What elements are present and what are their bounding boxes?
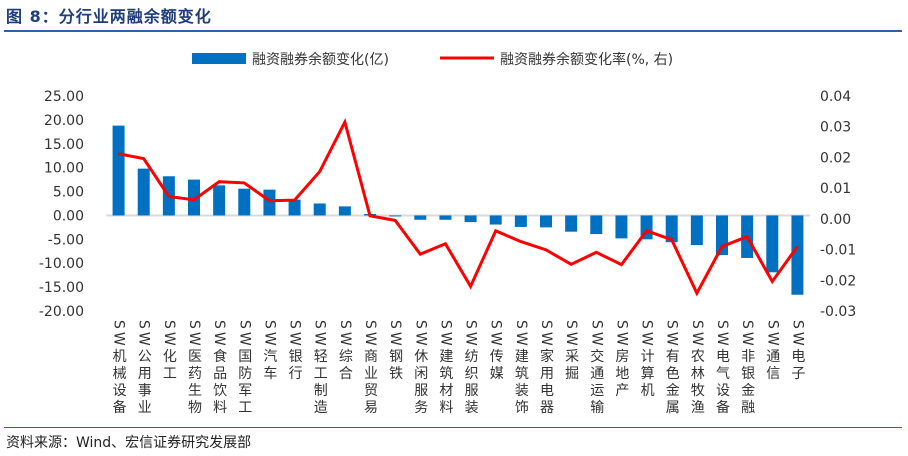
left-tick-label: 5.00: [53, 185, 84, 201]
x-tick-label: SW非银金融: [739, 320, 755, 417]
bar: [213, 185, 226, 216]
bar: [690, 215, 703, 246]
source-note: 资料来源：Wind、宏信证券研究发展部: [6, 435, 252, 451]
footer-divider: [4, 427, 902, 428]
x-tick-label: SW轻工制造: [312, 320, 328, 417]
legend-bar-swatch: [192, 53, 246, 64]
right-tick-label: -0.01: [820, 243, 856, 259]
bar: [766, 215, 779, 273]
bar: [414, 215, 427, 220]
x-tick-label: SW汽车: [261, 320, 277, 383]
line-series: [118, 117, 799, 297]
left-tick-label: -15.00: [39, 280, 84, 296]
left-tick-label: -20.00: [39, 304, 84, 320]
bar: [665, 215, 678, 243]
right-tick-label: -0.02: [820, 273, 856, 289]
x-tick-label: SW化工: [161, 320, 177, 383]
left-tick-label: -5.00: [48, 232, 84, 248]
right-tick-label: -0.03: [820, 304, 856, 320]
bar: [112, 125, 125, 216]
right-tick-label: 0.01: [820, 181, 851, 197]
bar: [464, 215, 477, 223]
left-tick-label: 20.00: [44, 113, 84, 129]
x-tick-label: SW机械设备: [111, 320, 127, 417]
legend-line-label: 融资融券余额变化率(%, 右): [500, 51, 673, 68]
bar: [338, 206, 351, 216]
x-tick-label: SW食品饮料: [211, 320, 227, 417]
x-tick-label: SW建筑材料: [437, 320, 453, 417]
bar: [263, 189, 276, 216]
right-tick-label: 0.03: [820, 120, 851, 136]
x-tick-label: SW通信: [764, 320, 780, 383]
bar: [791, 215, 804, 295]
x-tick-label: SW纺织服装: [463, 320, 479, 417]
bar: [439, 215, 452, 220]
left-tick-label: 0.00: [53, 208, 84, 224]
bar: [615, 215, 628, 239]
bar: [188, 179, 200, 216]
x-tick-label: SW商业贸易: [362, 320, 378, 417]
left-tick-label: 25.00: [44, 89, 84, 105]
x-tick-label: SW休闲服务: [412, 320, 428, 417]
x-tick-label: SW计算机: [639, 320, 655, 400]
bar: [313, 203, 326, 216]
chart: 25.00 20.00 15.00 10.00 5.00 0.00 -5.00 -10.00 -…: [39, 51, 856, 417]
bar: [590, 215, 603, 235]
x-tick-label: SW钢铁: [387, 320, 403, 383]
x-tick-label: SW国防军工: [236, 320, 252, 417]
left-tick-label: -10.00: [39, 256, 84, 272]
right-tick-label: 0.02: [820, 150, 851, 166]
title-divider: [4, 30, 902, 32]
x-tick-label: SW农林牧渔: [689, 320, 705, 417]
x-tick-label: SW电气设备: [714, 320, 730, 417]
x-tick-label: SW电子: [789, 320, 805, 383]
bar: [540, 215, 552, 228]
bar: [565, 215, 578, 232]
x-tick-label: SW综合: [337, 320, 353, 383]
bar: [137, 168, 150, 216]
bar: [514, 215, 527, 227]
bar: [389, 215, 402, 217]
bar: [288, 199, 301, 216]
x-tick-label: SW医药生物: [186, 320, 202, 417]
x-tick-label: SW公用事业: [136, 320, 152, 417]
x-tick-label: SW房地产: [613, 320, 629, 400]
x-tick-label: SW采掘: [563, 320, 579, 383]
x-tick-label: SW有色金属: [664, 320, 680, 417]
left-tick-label: 10.00: [44, 161, 84, 177]
left-tick-label: 15.00: [44, 137, 84, 153]
figure-title: 图 8：分行业两融余额变化: [6, 7, 212, 26]
bar: [238, 188, 251, 216]
x-tick-label: SW交通运输: [588, 320, 604, 417]
x-tick-label: SW传媒: [488, 320, 504, 383]
bar: [489, 215, 502, 225]
right-tick-label: 0.04: [820, 89, 851, 105]
right-tick-label: 0.00: [820, 212, 851, 228]
x-tick-label: SW银行: [287, 320, 303, 383]
legend-bar-label: 融资融券余额变化(亿): [252, 51, 389, 68]
x-tick-label: SW家用电器: [538, 320, 554, 417]
x-tick-label: SW建筑装饰: [513, 320, 529, 417]
